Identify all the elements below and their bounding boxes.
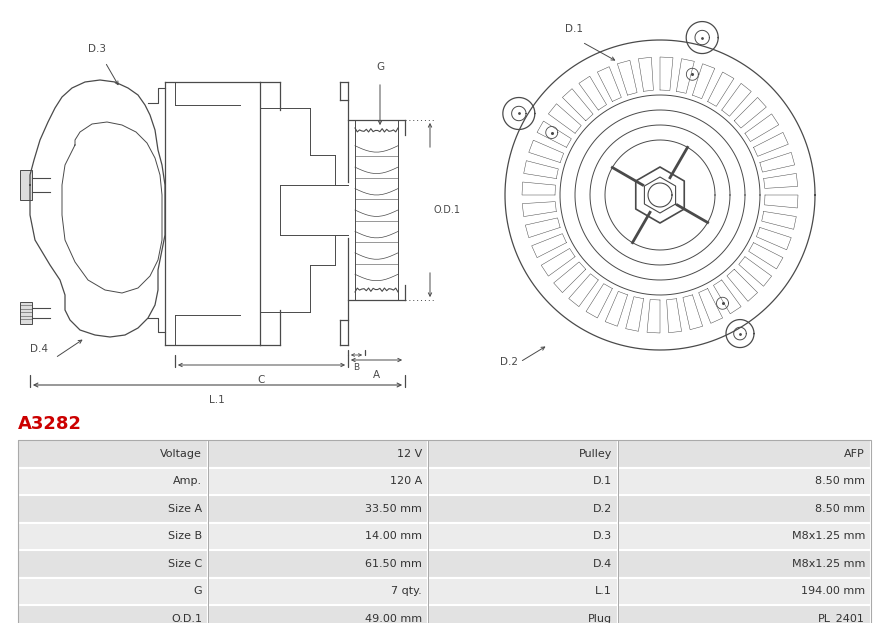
Text: Size B: Size B	[168, 531, 202, 541]
Text: L.1: L.1	[595, 586, 612, 596]
Text: Pulley: Pulley	[579, 449, 612, 459]
Text: O.D.1: O.D.1	[433, 205, 460, 215]
Bar	[208, 440, 428, 467]
Bar	[428, 578, 618, 605]
Bar	[20, 302, 32, 324]
Bar	[618, 495, 871, 523]
Text: O.D.1: O.D.1	[171, 614, 202, 623]
Bar	[20, 170, 32, 200]
Bar	[208, 495, 428, 523]
Text: PL_2401: PL_2401	[818, 613, 865, 623]
Bar	[618, 523, 871, 550]
Text: D.3: D.3	[88, 44, 106, 54]
Text: 61.50 mm: 61.50 mm	[365, 559, 422, 569]
Text: Amp.: Amp.	[172, 476, 202, 486]
Bar	[208, 578, 428, 605]
Text: Size A: Size A	[168, 504, 202, 514]
Bar	[618, 467, 871, 495]
Text: M8x1.25 mm: M8x1.25 mm	[791, 531, 865, 541]
Bar	[428, 550, 618, 578]
Bar	[18, 605, 208, 623]
Text: 14.00 mm: 14.00 mm	[365, 531, 422, 541]
Text: D.2: D.2	[500, 357, 518, 367]
Text: 8.50 mm: 8.50 mm	[815, 504, 865, 514]
Text: 120 A: 120 A	[389, 476, 422, 486]
Text: 33.50 mm: 33.50 mm	[365, 504, 422, 514]
Text: Voltage: Voltage	[160, 449, 202, 459]
Text: G: G	[194, 586, 202, 596]
Text: B: B	[354, 363, 359, 372]
Bar	[18, 495, 208, 523]
Text: D.3: D.3	[593, 531, 612, 541]
Text: 8.50 mm: 8.50 mm	[815, 476, 865, 486]
Bar	[618, 578, 871, 605]
Text: Plug: Plug	[588, 614, 612, 623]
Text: D.2: D.2	[593, 504, 612, 514]
Text: 49.00 mm: 49.00 mm	[364, 614, 422, 623]
Bar	[428, 523, 618, 550]
Bar	[618, 605, 871, 623]
Bar	[618, 440, 871, 467]
Bar	[618, 550, 871, 578]
Text: Size C: Size C	[168, 559, 202, 569]
Text: D.1: D.1	[565, 24, 583, 34]
Text: 194.00 mm: 194.00 mm	[801, 586, 865, 596]
Bar	[208, 605, 428, 623]
Bar	[18, 440, 871, 623]
Text: A: A	[372, 370, 380, 380]
Bar	[208, 467, 428, 495]
Text: 7 qty.: 7 qty.	[391, 586, 422, 596]
Text: 12 V: 12 V	[396, 449, 422, 459]
Text: D.4: D.4	[593, 559, 612, 569]
Text: D.4: D.4	[30, 344, 48, 354]
Text: G: G	[376, 62, 384, 72]
Bar	[428, 467, 618, 495]
Bar	[18, 550, 208, 578]
Bar	[428, 440, 618, 467]
Text: AFP: AFP	[845, 449, 865, 459]
Bar	[428, 605, 618, 623]
Text: C: C	[257, 375, 265, 385]
Text: A3282: A3282	[18, 415, 82, 433]
Text: D.1: D.1	[593, 476, 612, 486]
Bar	[428, 495, 618, 523]
Text: M8x1.25 mm: M8x1.25 mm	[791, 559, 865, 569]
Bar	[18, 523, 208, 550]
Bar	[18, 578, 208, 605]
Bar	[208, 550, 428, 578]
Bar	[18, 467, 208, 495]
Bar	[18, 440, 208, 467]
Bar	[208, 523, 428, 550]
Text: L.1: L.1	[209, 395, 225, 405]
